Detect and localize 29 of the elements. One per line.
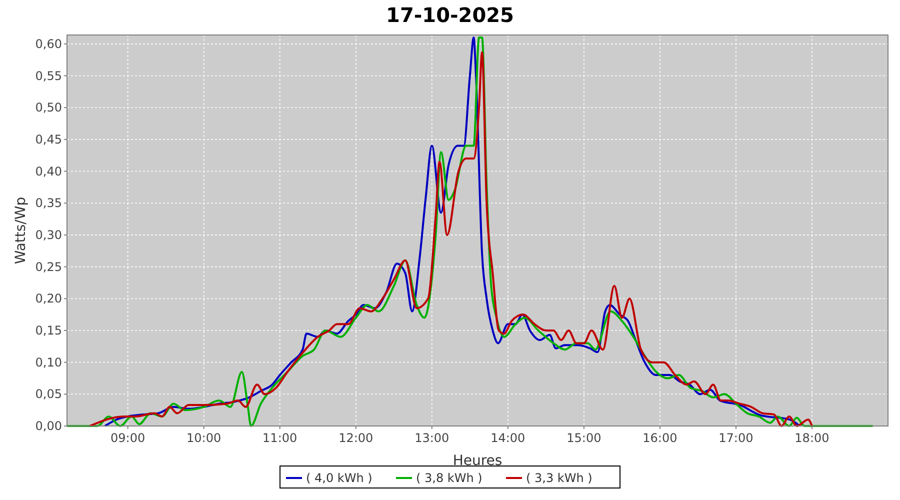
x-tick-label: 17:00 — [718, 431, 754, 445]
x-tick-label: 14:00 — [490, 431, 526, 445]
chart-title: 17-10-2025 — [386, 3, 514, 27]
x-tick-label: 11:00 — [262, 431, 298, 445]
x-tick-label: 10:00 — [186, 431, 222, 445]
y-tick-label: 0,45 — [35, 132, 62, 146]
x-tick-label: 12:00 — [338, 431, 374, 445]
legend-label: ( 4,0 kWh ) — [306, 471, 372, 485]
y-tick-label: 0,50 — [35, 100, 62, 115]
y-tick-label: 0,05 — [35, 387, 62, 402]
legend-label: ( 3,8 kWh ) — [416, 471, 482, 485]
x-axis-title: Heures — [452, 453, 502, 469]
x-tick-label: 13:00 — [414, 431, 450, 445]
y-tick-label: 0,15 — [35, 323, 62, 338]
x-tick-label: 18:00 — [794, 431, 830, 445]
x-tick-label: 09:00 — [110, 431, 146, 445]
x-tick-label: 16:00 — [642, 431, 678, 445]
legend-label: ( 3,3 kWh ) — [526, 471, 592, 485]
y-tick-label: 0,40 — [35, 164, 62, 178]
y-tick-label: 0,10 — [35, 355, 62, 370]
y-tick-label: 0,25 — [35, 260, 62, 274]
y-tick-label: 0,30 — [35, 228, 62, 242]
y-tick-label: 0,55 — [35, 68, 62, 83]
y-tick-label: 0,20 — [35, 292, 62, 306]
y-axis-title: Watts/Wp — [13, 196, 29, 264]
y-tick-label: 0,00 — [35, 419, 62, 433]
y-tick-label: 0,60 — [35, 36, 62, 51]
x-tick-label: 15:00 — [566, 431, 602, 445]
y-tick-label: 0,35 — [35, 196, 62, 210]
